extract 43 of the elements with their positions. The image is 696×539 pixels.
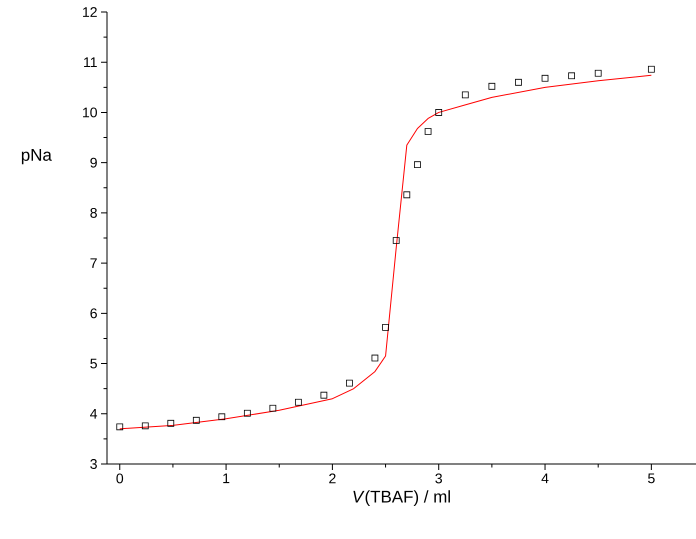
y-tick-label: 3 <box>90 459 97 469</box>
y-tick-label: 8 <box>90 208 97 218</box>
point <box>424 128 432 135</box>
point <box>116 423 124 430</box>
point <box>515 78 522 86</box>
y-axis-title: pNa <box>22 149 52 164</box>
point <box>218 413 226 420</box>
point <box>142 422 149 430</box>
point <box>462 91 469 98</box>
point <box>192 416 200 424</box>
point <box>382 324 389 331</box>
point <box>435 109 442 116</box>
point <box>648 66 655 73</box>
point <box>488 82 496 90</box>
point <box>414 161 421 168</box>
point <box>294 398 302 406</box>
y-tick-label: 12 <box>83 7 97 17</box>
y-tick-label: 6 <box>90 308 97 318</box>
y-tick-label: 7 <box>90 258 97 268</box>
point <box>346 380 353 387</box>
x-tick-label: 5 <box>648 474 655 484</box>
x-tick-label: 0 <box>116 473 124 484</box>
point <box>244 410 251 417</box>
line-series <box>119 74 652 430</box>
point <box>403 191 410 198</box>
y-tick-label: 11 <box>84 57 97 68</box>
point <box>269 404 276 412</box>
point <box>320 392 328 399</box>
y-tick-label: 5 <box>90 358 97 368</box>
x-axis-title: V(TBAF) / ml <box>353 490 450 506</box>
point <box>392 237 400 244</box>
point <box>372 354 378 362</box>
y-tick-label: 10 <box>83 107 97 118</box>
x-tick-label: 4 <box>541 474 548 484</box>
x-tick-label: 3 <box>435 473 442 484</box>
point <box>568 72 576 80</box>
x-tick-label: 2 <box>329 473 336 484</box>
y-tick-label: 9 <box>90 158 97 168</box>
point <box>167 420 174 427</box>
y-tick-label: 4 <box>90 408 98 419</box>
point <box>542 74 548 82</box>
x-tick-label: 1 <box>223 474 230 484</box>
point <box>594 70 602 77</box>
